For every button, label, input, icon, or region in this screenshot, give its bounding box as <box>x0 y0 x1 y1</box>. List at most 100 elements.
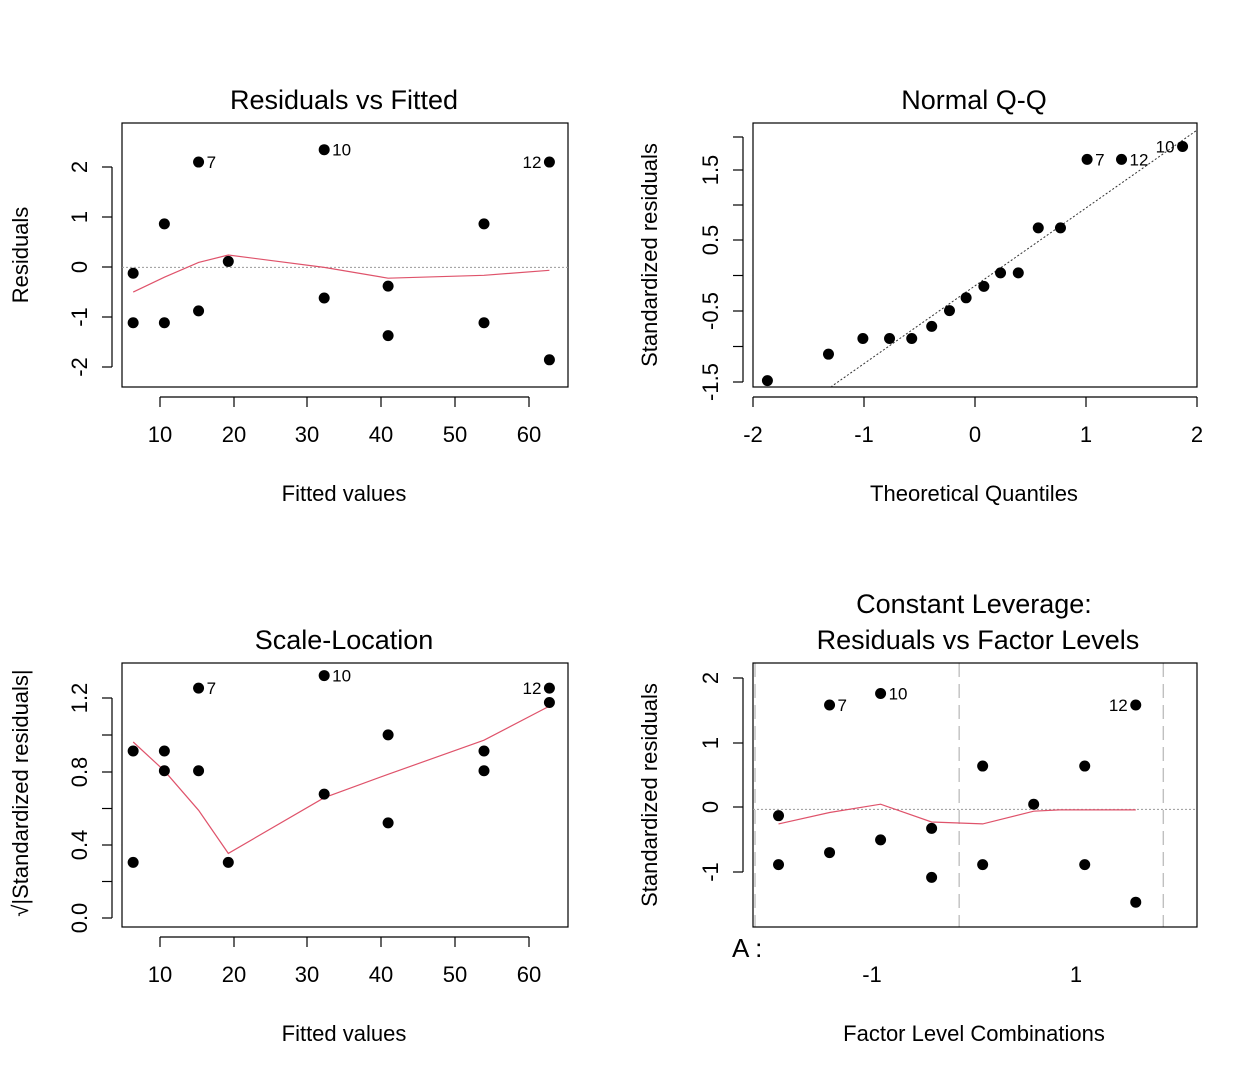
panel1-smoother <box>132 254 550 293</box>
panel2-axes: -2 -1 0 1 2-1.5-0.50.51.5 <box>698 122 1203 447</box>
data-point <box>158 765 170 777</box>
x-tick-label: 1 <box>1080 422 1092 447</box>
data-point <box>926 320 938 332</box>
data-point <box>318 292 330 304</box>
data-point <box>382 817 394 829</box>
x-tick-label: 0 <box>969 422 981 447</box>
panel4-smoother <box>778 803 1136 825</box>
y-tick-label: -1 <box>698 862 723 882</box>
data-point <box>193 156 205 168</box>
data-point <box>543 682 555 694</box>
smoother-line <box>132 254 550 293</box>
plot-frame <box>121 122 569 388</box>
point-label-10: 10 <box>332 667 351 686</box>
data-point <box>193 305 205 317</box>
data-point <box>926 822 938 834</box>
point-label-7: 7 <box>838 696 847 715</box>
y-tick-label: 2 <box>67 161 92 173</box>
data-point <box>382 729 394 741</box>
point-label-7: 7 <box>1095 150 1104 169</box>
data-point <box>1116 153 1128 165</box>
x-tick-label: -1 <box>862 962 882 987</box>
data-point <box>158 745 170 757</box>
point-label-12: 12 <box>522 153 541 172</box>
panel-residuals-vs-fitted: Residuals vs Fitted Fitted values Residu… <box>8 85 569 506</box>
panel4-factor-label: A : <box>732 933 762 963</box>
panel-constant-leverage: Constant Leverage: Residuals vs Factor L… <box>637 589 1198 1046</box>
data-point <box>1028 798 1040 810</box>
panel4-subtitle: Residuals vs Factor Levels <box>817 625 1140 655</box>
data-point <box>1012 267 1024 279</box>
y-tick-label: -1 <box>67 307 92 327</box>
x-tick-label: 50 <box>443 962 467 987</box>
data-point <box>1032 222 1044 234</box>
data-point <box>193 682 205 694</box>
data-point <box>875 688 887 700</box>
panel4-ylabel: Standardized residuals <box>637 683 662 907</box>
panel3-points: 7 10 12 <box>127 667 555 868</box>
data-point <box>318 788 330 800</box>
data-point <box>318 670 330 682</box>
panel2-points: 7 12 10 <box>761 138 1189 387</box>
data-point <box>222 856 234 868</box>
panel4-factor-boundaries <box>754 663 1165 927</box>
y-tick-label: 1.5 <box>698 155 723 186</box>
x-tick-label: 20 <box>222 962 246 987</box>
x-tick-label: -2 <box>743 422 763 447</box>
data-point <box>127 267 139 279</box>
y-tick-label: 0 <box>67 261 92 273</box>
data-point <box>1079 760 1091 772</box>
point-label-10: 10 <box>889 685 908 704</box>
x-tick-label: 10 <box>148 422 172 447</box>
y-tick-label: -2 <box>67 357 92 377</box>
data-point <box>926 871 938 883</box>
y-tick-label: 1 <box>67 211 92 223</box>
data-point <box>382 280 394 292</box>
x-tick-label: 1 <box>1070 962 1082 987</box>
data-point <box>478 317 490 329</box>
data-point <box>543 156 555 168</box>
panel3-title: Scale-Location <box>255 625 434 655</box>
panel2-title: Normal Q-Q <box>901 85 1047 115</box>
data-point <box>995 267 1007 279</box>
plot-frame <box>752 122 1198 388</box>
y-tick-label: 1 <box>698 737 723 749</box>
data-point <box>193 765 205 777</box>
plot-frame <box>752 662 1198 928</box>
data-point <box>1054 222 1066 234</box>
panel3-smoother <box>132 705 550 855</box>
smoother-line <box>132 705 550 855</box>
x-tick-label: 40 <box>369 962 393 987</box>
y-tick-label: -0.5 <box>698 292 723 330</box>
panel-scale-location: Scale-Location Fitted values √|Standardi… <box>8 625 569 1046</box>
data-point <box>1130 896 1142 908</box>
y-tick-label: 0.4 <box>67 830 92 861</box>
panel2-reference-line <box>830 129 1197 387</box>
smoother-line <box>778 803 1136 825</box>
data-point <box>943 305 955 317</box>
data-point <box>1081 153 1093 165</box>
data-point <box>478 745 490 757</box>
data-point <box>543 697 555 709</box>
data-point <box>127 317 139 329</box>
data-point <box>773 810 785 822</box>
panel4-xlabel: Factor Level Combinations <box>843 1021 1105 1046</box>
data-point <box>127 856 139 868</box>
data-point <box>977 859 989 871</box>
panel2-xlabel: Theoretical Quantiles <box>870 481 1078 506</box>
panel4-title: Constant Leverage: <box>856 589 1092 619</box>
data-point <box>875 834 887 846</box>
data-point <box>884 332 896 344</box>
panel1-title: Residuals vs Fitted <box>230 85 458 115</box>
point-label-12: 12 <box>1109 696 1128 715</box>
data-point <box>158 317 170 329</box>
data-point <box>222 255 234 267</box>
point-label-10: 10 <box>1156 138 1175 157</box>
data-point <box>158 218 170 230</box>
y-tick-label: -1.5 <box>698 363 723 401</box>
x-tick-label: 2 <box>1191 422 1203 447</box>
data-point <box>127 745 139 757</box>
data-point <box>822 348 834 360</box>
panel-normal-qq: Normal Q-Q Theoretical Quantiles Standar… <box>637 85 1203 506</box>
panel3-xlabel: Fitted values <box>282 1021 407 1046</box>
